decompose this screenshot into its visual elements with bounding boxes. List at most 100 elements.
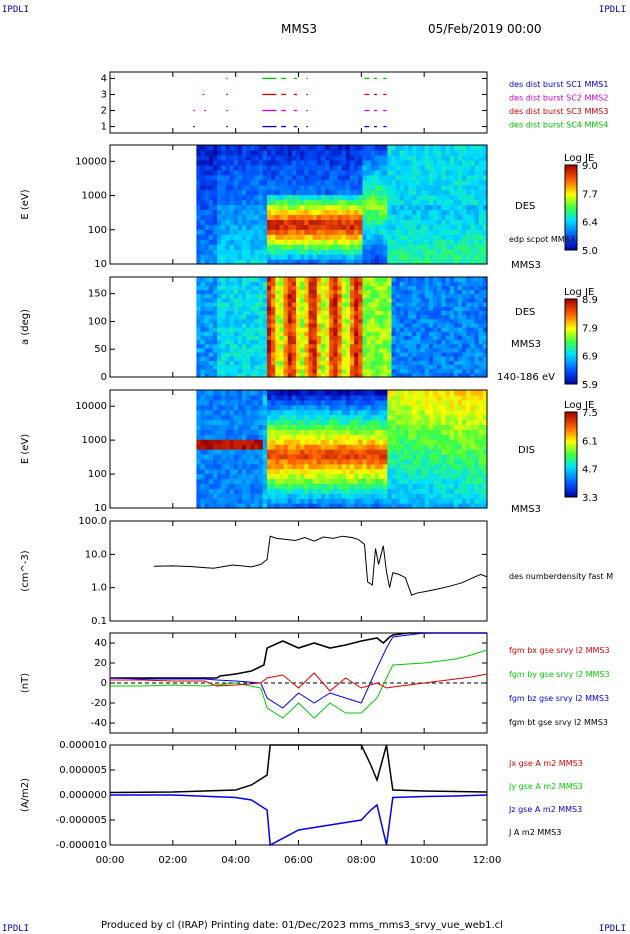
heatmap-cell <box>213 434 218 440</box>
heatmap-cell <box>229 194 235 201</box>
heatmap-cell <box>196 409 202 416</box>
heatmap-cell <box>296 318 301 324</box>
heatmap-cell <box>287 414 293 421</box>
heatmap-cell <box>254 306 260 311</box>
heatmap-cell <box>482 314 488 320</box>
heatmap-cell <box>200 318 206 324</box>
heatmap-cell <box>337 229 343 235</box>
heatmap-cell <box>242 154 247 161</box>
heatmap-cell <box>308 199 314 206</box>
heatmap-cell <box>279 285 285 291</box>
heatmap-cell <box>304 444 310 450</box>
heatmap-cell <box>296 399 301 406</box>
heatmap-cell <box>433 444 438 450</box>
heatmap-cell <box>237 229 243 235</box>
heatmap-cell <box>395 327 401 332</box>
heatmap-cell <box>246 314 251 320</box>
heatmap-cell <box>266 429 272 435</box>
heatmap-cell <box>296 347 301 353</box>
heatmap-cell <box>283 458 289 465</box>
heatmap-cell <box>399 159 405 166</box>
heatmap-cell <box>320 390 326 396</box>
heatmap-cell <box>466 352 471 357</box>
heatmap-cell <box>204 439 210 445</box>
heatmap-cell <box>250 214 256 220</box>
heatmap-cell <box>424 327 430 332</box>
heatmap-cell <box>383 277 388 282</box>
heatmap-cell <box>300 302 305 307</box>
heatmap-cell <box>391 209 397 216</box>
heatmap-cell <box>420 219 426 225</box>
heatmap-cell <box>428 439 434 445</box>
heatmap-cell <box>329 449 334 455</box>
heatmap-cell <box>395 318 401 324</box>
heatmap-cell <box>391 239 397 245</box>
heatmap-cell <box>300 259 305 265</box>
heatmap-cell <box>233 244 239 250</box>
heatmap-cell <box>291 488 297 494</box>
heatmap-cell <box>308 493 314 499</box>
heatmap-cell <box>408 145 413 151</box>
heatmap-cell <box>279 306 285 311</box>
heatmap-cell <box>379 199 384 206</box>
heatmap-cell <box>196 254 202 260</box>
heatmap-cell <box>213 174 218 181</box>
heatmap-cell <box>433 449 438 455</box>
heatmap-cell <box>229 184 235 191</box>
heatmap-cell <box>329 310 334 316</box>
heatmap-cell <box>237 259 243 265</box>
heatmap-cell <box>196 302 202 307</box>
heatmap-cell <box>291 194 297 201</box>
heatmap-cell <box>316 224 322 230</box>
heatmap-cell <box>445 468 451 475</box>
heatmap-cell <box>424 394 430 401</box>
heatmap-cell <box>341 249 347 255</box>
heatmap-cell <box>287 259 293 265</box>
heatmap-cell <box>221 444 227 450</box>
heatmap-cell <box>233 399 239 406</box>
heatmap-cell <box>424 194 430 201</box>
heatmap-cell <box>287 310 293 316</box>
heatmap-cell <box>275 478 281 485</box>
heatmap-cell <box>217 463 222 470</box>
heatmap-cell <box>379 339 384 345</box>
heatmap-cell <box>291 473 297 480</box>
heatmap-cell <box>246 327 251 332</box>
heatmap-cell <box>254 259 260 265</box>
heatmap-cell <box>262 493 268 499</box>
heatmap-cell <box>474 189 480 196</box>
heatmap-cell <box>379 360 384 366</box>
heatmap-cell <box>420 239 426 245</box>
heatmap-cell <box>383 404 388 411</box>
heatmap-cell <box>341 318 347 324</box>
heatmap-cell <box>387 335 393 341</box>
heatmap-cell <box>200 254 206 260</box>
heatmap-cell <box>408 199 413 206</box>
heatmap-cell <box>254 347 260 353</box>
heatmap-cell <box>246 154 251 161</box>
heatmap-cell <box>441 352 447 357</box>
heatmap-cell <box>266 352 272 357</box>
heatmap-cell <box>399 297 405 303</box>
heatmap-cell <box>217 297 222 303</box>
heatmap-cell <box>233 394 239 401</box>
heatmap-cell <box>300 239 305 245</box>
heatmap-cell <box>391 493 397 499</box>
heatmap-cell <box>374 239 380 245</box>
heatmap-cell <box>441 322 447 328</box>
heatmap-cell <box>337 488 343 494</box>
heatmap-cell <box>229 394 235 401</box>
heatmap-cell <box>370 149 376 156</box>
heatmap-cell <box>412 306 418 311</box>
heatmap-cell <box>200 159 206 166</box>
heatmap-cell <box>470 335 476 341</box>
heatmap-cell <box>196 249 202 255</box>
heatmap-cell <box>457 159 463 166</box>
heatmap-cell <box>478 224 484 230</box>
heatmap-cell <box>457 356 463 361</box>
heatmap-cell <box>333 322 339 328</box>
heatmap-cell <box>275 145 281 151</box>
heatmap-cell <box>291 145 297 151</box>
heatmap-cell <box>308 364 314 370</box>
heatmap-cell <box>312 343 318 349</box>
